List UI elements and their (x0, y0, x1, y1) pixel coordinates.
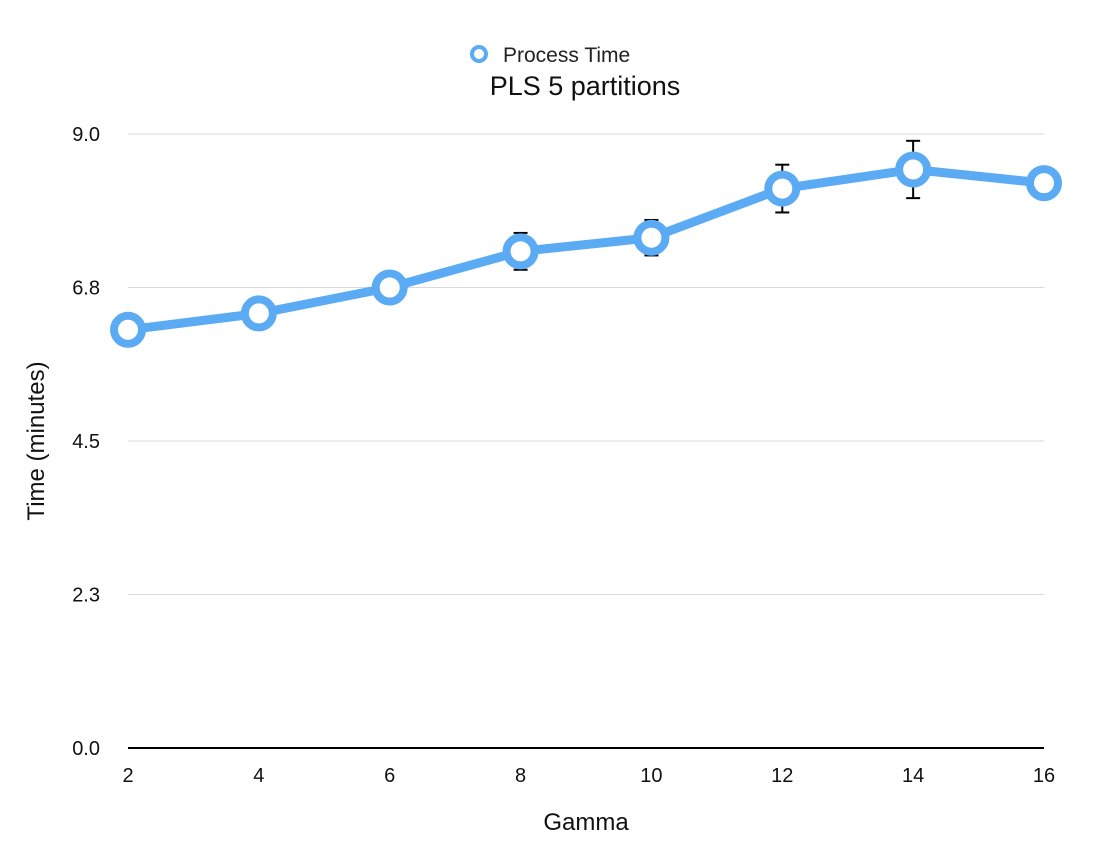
x-tick-label: 10 (640, 765, 662, 787)
data-point (895, 151, 932, 188)
x-tick-label: 16 (1033, 765, 1055, 787)
legend: Process Time (470, 44, 630, 67)
series-line-group (123, 164, 1049, 335)
data-points (110, 151, 1062, 348)
data-point (633, 219, 670, 256)
x-axis-title: Gamma (543, 809, 629, 836)
series-line (123, 164, 1049, 335)
y-axis-ticks: 0.0 2.3 4.5 6.8 9.0 (72, 124, 100, 760)
y-tick-label: 9.0 (72, 124, 100, 146)
chart-title: PLS 5 partitions (490, 71, 681, 101)
y-axis-title: Time (minutes) (23, 361, 50, 520)
x-axis-ticks: 2 4 6 8 10 12 14 16 (122, 765, 1055, 787)
data-point (764, 170, 801, 207)
y-tick-label: 6.8 (72, 278, 100, 300)
x-tick-label: 14 (902, 765, 924, 787)
x-tick-label: 8 (515, 765, 526, 787)
gridlines (128, 133, 1044, 595)
data-point (502, 233, 539, 270)
y-tick-label: 2.3 (72, 585, 100, 607)
legend-marker (470, 45, 488, 63)
data-point (240, 295, 277, 332)
data-point (1026, 165, 1062, 202)
data-point (110, 311, 146, 348)
x-tick-label: 4 (253, 765, 264, 787)
legend-label: Process Time (503, 44, 630, 67)
y-tick-label: 0.0 (72, 738, 100, 760)
data-point (371, 269, 408, 306)
x-tick-label: 2 (122, 765, 133, 787)
x-tick-label: 6 (384, 765, 395, 787)
y-tick-label: 4.5 (72, 431, 100, 453)
x-tick-label: 12 (771, 765, 793, 787)
